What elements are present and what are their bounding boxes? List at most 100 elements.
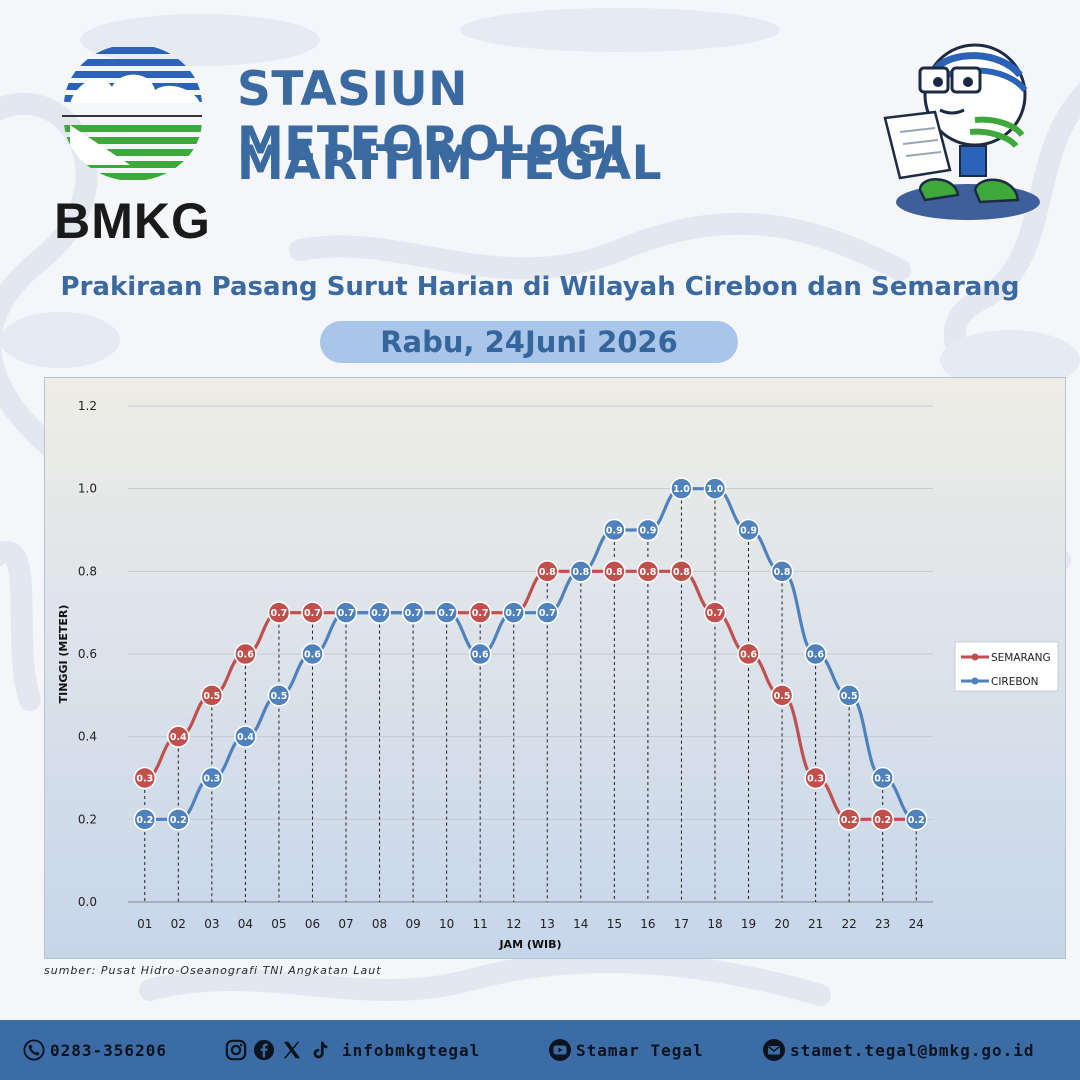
footer-email-text: stamet.tegal@bmkg.go.id	[790, 1040, 1035, 1060]
data-point-semarang	[468, 601, 492, 624]
data-point-semarang	[837, 808, 861, 831]
x-tick-label: 23	[875, 917, 890, 931]
data-label-semarang: 0.5	[203, 691, 220, 702]
data-point-cirebon	[401, 601, 425, 624]
footer-email[interactable]: stamet.tegal@bmkg.go.id	[762, 1020, 1035, 1080]
legend-label-semarang: SEMARANG	[991, 652, 1051, 664]
page-title-line2: MARITIM TEGAL	[237, 136, 663, 191]
data-point-cirebon	[502, 601, 525, 624]
data-point-semarang	[267, 601, 291, 624]
data-label-cirebon: 0.7	[405, 608, 422, 619]
footer-social-handle: infobmkgtegal	[342, 1040, 481, 1060]
data-point-semarang	[167, 725, 190, 748]
y-tick-label: 0.0	[78, 895, 97, 909]
y-tick-label: 0.6	[78, 647, 97, 661]
x-tick-label: 04	[238, 917, 253, 931]
data-label-cirebon: 0.2	[170, 815, 187, 826]
data-point-cirebon	[234, 725, 257, 748]
data-label-cirebon: 0.2	[908, 815, 925, 826]
data-label-cirebon: 0.7	[438, 608, 455, 619]
data-point-cirebon	[267, 684, 291, 707]
x-tick-label: 02	[171, 917, 186, 931]
instagram-icon[interactable]	[224, 1038, 248, 1062]
data-label-cirebon: 0.6	[304, 650, 321, 661]
y-tick-label: 0.4	[78, 730, 97, 744]
data-label-cirebon: 0.5	[841, 691, 858, 702]
x-tick-label: 14	[573, 917, 588, 931]
data-point-cirebon	[334, 601, 358, 624]
data-point-cirebon	[435, 601, 458, 624]
legend-swatch-marker	[971, 677, 979, 685]
y-tick-label: 1.2	[78, 399, 97, 413]
x-tick-label: 08	[372, 917, 387, 931]
data-label-cirebon: 0.2	[136, 815, 153, 826]
data-point-cirebon	[670, 477, 693, 500]
x-tick-label: 11	[473, 917, 488, 931]
data-point-semarang	[804, 766, 827, 790]
data-point-semarang	[770, 684, 794, 707]
footer-phone-text: 0283-356206	[50, 1040, 167, 1060]
data-label-semarang: 0.2	[841, 815, 858, 826]
data-point-semarang	[636, 560, 660, 583]
footer-youtube-text: Stamar Tegal	[576, 1040, 704, 1060]
data-label-semarang: 0.4	[170, 732, 187, 743]
data-point-semarang	[670, 560, 693, 583]
youtube-icon	[548, 1038, 572, 1062]
data-label-cirebon: 0.6	[472, 650, 489, 661]
source-note: sumber: Pusat Hidro-Oseanografi TNI Angk…	[44, 964, 382, 977]
data-label-cirebon: 1.0	[707, 484, 724, 495]
data-point-cirebon	[871, 766, 894, 790]
data-label-semarang: 0.8	[606, 567, 623, 578]
data-label-semarang: 0.7	[271, 608, 288, 619]
data-point-semarang	[133, 766, 157, 790]
data-point-cirebon	[301, 642, 324, 666]
x-tick-label: 09	[405, 917, 420, 931]
data-label-cirebon: 0.9	[740, 526, 757, 537]
x-tick-label: 17	[674, 917, 689, 931]
x-tick-label: 07	[338, 917, 353, 931]
data-point-cirebon	[569, 560, 593, 583]
phone-icon	[22, 1038, 46, 1062]
data-point-cirebon	[536, 601, 559, 624]
email-icon	[762, 1038, 786, 1062]
y-axis-title: TINGGI (METER)	[57, 605, 70, 704]
x-tick-label: 19	[741, 917, 756, 931]
data-label-semarang: 0.5	[774, 691, 791, 702]
data-label-semarang: 0.2	[874, 815, 891, 826]
x-twitter-icon[interactable]	[280, 1038, 304, 1062]
data-point-semarang	[234, 642, 257, 666]
data-label-cirebon: 0.7	[505, 608, 522, 619]
data-label-cirebon: 0.5	[271, 691, 288, 702]
legend-swatch-marker	[971, 653, 979, 661]
tiktok-icon[interactable]	[308, 1038, 332, 1062]
footer-social[interactable]: infobmkgtegal	[224, 1020, 480, 1080]
chart-subtitle: Prakiraan Pasang Surut Harian di Wilayah…	[60, 272, 1020, 302]
x-tick-label: 22	[842, 917, 857, 931]
footer-youtube[interactable]: Stamar Tegal	[548, 1020, 704, 1080]
data-point-semarang	[703, 601, 727, 624]
y-tick-label: 1.0	[78, 482, 97, 496]
data-label-cirebon: 0.7	[338, 608, 355, 619]
x-tick-label: 21	[808, 917, 823, 931]
data-label-cirebon: 0.6	[807, 650, 824, 661]
data-point-semarang	[301, 601, 324, 624]
x-tick-label: 20	[774, 917, 789, 931]
data-point-cirebon	[468, 642, 492, 666]
data-label-cirebon: 0.8	[572, 567, 589, 578]
data-label-semarang: 0.7	[304, 608, 321, 619]
data-label-semarang: 0.7	[472, 608, 489, 619]
data-label-semarang: 0.7	[707, 608, 724, 619]
data-label-semarang: 0.3	[136, 774, 153, 785]
data-label-cirebon: 0.9	[639, 526, 656, 537]
facebook-icon[interactable]	[252, 1038, 276, 1062]
x-tick-label: 10	[439, 917, 454, 931]
x-tick-label: 12	[506, 917, 521, 931]
data-label-semarang: 0.8	[539, 567, 556, 578]
data-point-cirebon	[837, 684, 861, 707]
footer-bar: 0283-356206 infobmkgtegal Stamar Tegal s…	[0, 1020, 1080, 1080]
mascot-illustration	[883, 43, 1040, 220]
footer-phone[interactable]: 0283-356206	[22, 1020, 167, 1080]
x-tick-label: 06	[305, 917, 320, 931]
data-point-semarang	[871, 808, 894, 831]
x-tick-label: 05	[271, 917, 286, 931]
